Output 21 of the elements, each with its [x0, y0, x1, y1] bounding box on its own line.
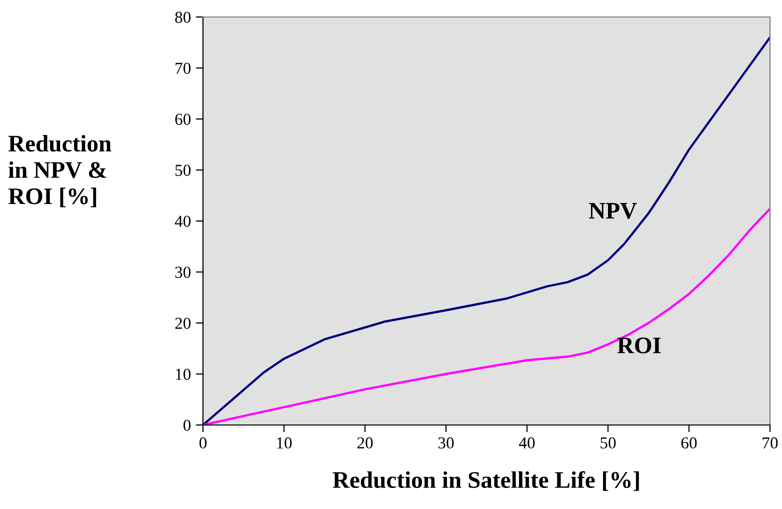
x-tick-label: 30	[438, 437, 454, 449]
series-label: ROI	[617, 338, 661, 354]
y-tick-label: 0	[183, 420, 191, 431]
x-axis-title: Reduction in Satellite Life [%]	[332, 471, 639, 491]
series-label: NPV	[589, 203, 637, 219]
x-tick-label: 70	[762, 437, 778, 449]
y-axis-title: Reduction in NPV & ROI [%]	[8, 135, 112, 208]
x-tick-label: 60	[681, 437, 697, 449]
y-tick-label: 30	[175, 266, 191, 278]
x-tick-label: 50	[600, 437, 616, 449]
y-tick-label: 80	[175, 12, 191, 23]
x-tick-label: 20	[357, 437, 373, 449]
y-tick-label: 70	[176, 62, 191, 74]
x-tick-label: 0	[199, 437, 207, 449]
y-tick-label: 60	[175, 114, 191, 125]
y-tick-label: 40	[174, 216, 191, 227]
x-tick-label: 40	[518, 437, 535, 449]
y-tick-label: 10	[176, 368, 191, 380]
y-tick-label: 20	[175, 318, 191, 329]
x-tick-label: 10	[277, 437, 292, 449]
y-tick-label: 50	[175, 164, 191, 176]
